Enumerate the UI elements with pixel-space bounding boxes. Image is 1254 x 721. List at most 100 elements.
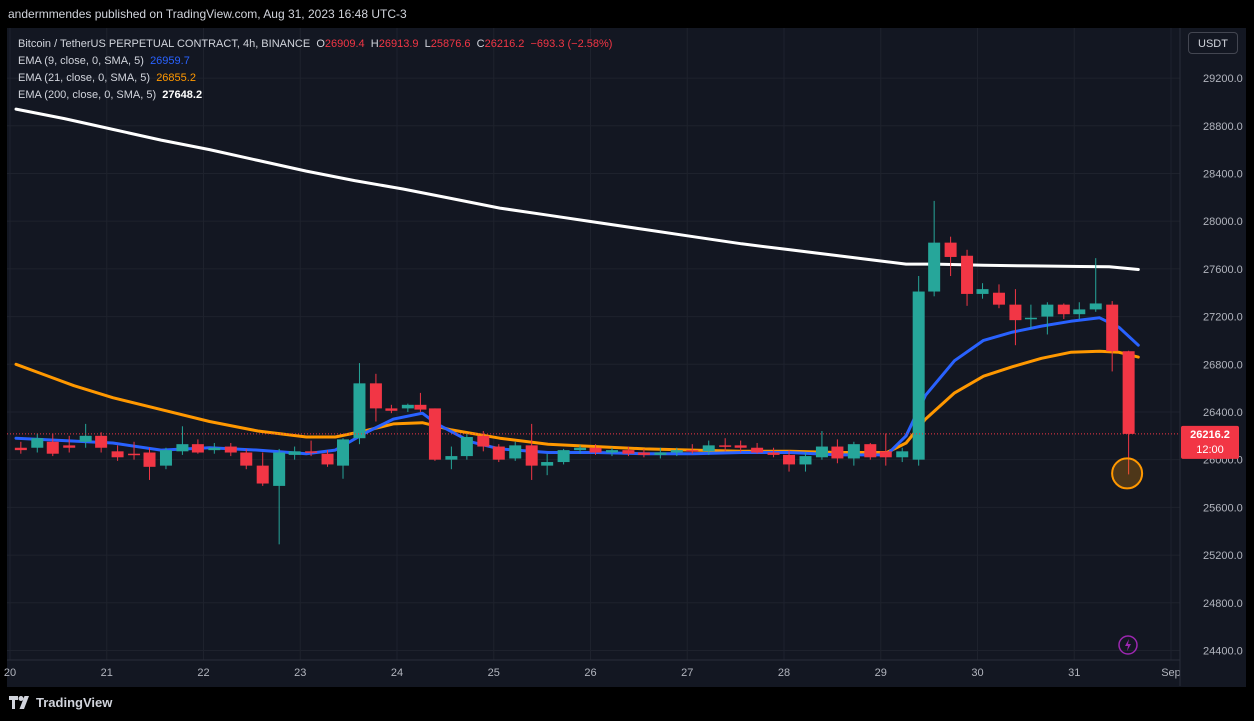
candle-body [1057,304,1070,315]
candle [305,440,318,457]
candle-body [385,408,398,411]
candle [799,452,812,472]
x-tick-label: 20 [4,667,16,679]
candle [509,441,522,461]
x-tick-label: 30 [971,667,983,679]
candle [353,363,366,445]
lightning-alert-icon [1118,635,1138,655]
candle [95,432,108,453]
y-tick-label: 29200.0 [1203,73,1243,85]
candle-body [896,451,909,458]
candle-body [288,451,301,455]
tradingview-logo[interactable]: TradingView [9,695,112,710]
tradingview-logo-icon [9,696,29,709]
candle-body [1024,317,1037,320]
ema9-label: EMA (9, close, 0, SMA, 5) [18,55,144,67]
ema200-path [14,107,1140,271]
ema9-path [14,316,1140,457]
candle [273,448,286,545]
candle [767,447,780,458]
currency-unit-button[interactable]: USDT [1188,32,1238,54]
candle [14,441,27,454]
candle-body [414,404,427,410]
candle-body [637,452,650,455]
candle [864,442,877,460]
candle [288,446,301,460]
candle-body [719,445,732,447]
y-tick-label: 25200.0 [1203,550,1243,562]
candle-body [63,445,76,448]
candle-body [961,255,974,294]
candle-body [992,292,1005,305]
candle-body [14,447,27,451]
candle-body [799,456,812,465]
candle-body [111,451,124,458]
candle [831,439,844,464]
candle [622,446,635,457]
x-tick-label: Sep [1161,667,1181,679]
candle [525,423,538,480]
candle [492,444,505,463]
candle [719,438,732,452]
candle [541,453,554,476]
ema200-label: EMA (200, close, 0, SMA, 5) [18,89,157,101]
high-value: 26913.9 [378,38,419,50]
candle [176,426,189,455]
candle [686,444,699,454]
candle [1106,301,1119,372]
candle [477,431,490,452]
candle-body [654,452,667,455]
y-tick-label: 25600.0 [1203,502,1243,514]
candle [1089,258,1102,312]
candle-body [589,447,602,453]
ema21-legend-row[interactable]: EMA (21, close, 0, SMA, 5) 26855.2 [18,70,612,87]
candle-body [31,438,44,448]
ema21-value: 26855.2 [156,72,196,84]
candle [1057,303,1070,319]
footer-bar [0,687,1254,721]
ema21-label: EMA (21, close, 0, SMA, 5) [18,72,151,84]
ema200-legend-row[interactable]: EMA (200, close, 0, SMA, 5) 27648.2 [18,87,612,104]
x-tick-label: 24 [391,667,403,679]
candle-body [1009,304,1022,321]
x-tick-label: 25 [488,667,500,679]
x-tick-label: 29 [875,667,887,679]
x-tick-label: 27 [681,667,693,679]
candle [751,442,764,454]
y-tick-label: 26400.0 [1203,407,1243,419]
candle-body [622,450,635,454]
x-tick-label: 22 [197,667,209,679]
candle [31,433,44,453]
published-byline: andermmendes published on TradingView.co… [8,7,407,21]
candle [944,236,957,277]
candle [637,448,650,458]
candle-body [509,445,522,459]
candle-body [702,445,715,452]
candle [208,442,221,454]
candle-body [783,454,796,465]
countdown-value: 12:00 [1196,444,1224,456]
candle [159,447,172,470]
ema9-value: 26959.7 [150,55,190,67]
candle [928,200,941,297]
candle-body [831,446,844,459]
candle [976,283,989,299]
candle-body [767,452,780,455]
candle [224,442,237,457]
ema9-legend-row[interactable]: EMA (9, close, 0, SMA, 5) 26959.7 [18,53,612,70]
candle [589,444,602,455]
candle [256,452,269,486]
close-value: 26216.2 [484,38,525,50]
candle [654,447,667,459]
y-tick-label: 27600.0 [1203,264,1243,276]
candle-body [460,437,473,457]
candle [337,438,350,479]
candle [46,433,59,457]
candle [240,448,253,470]
symbol-title: Bitcoin / TetherUS PERPETUAL CONTRACT, 4… [18,38,311,50]
candle [992,284,1005,309]
ema21-path [14,349,1140,454]
y-tick-label: 24800.0 [1203,598,1243,610]
candle-body [273,452,286,486]
